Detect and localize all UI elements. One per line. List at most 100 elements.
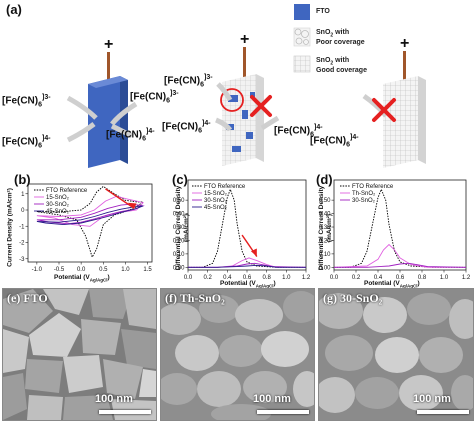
ion-sub: 6 — [346, 141, 351, 149]
series-line-2 — [334, 262, 467, 268]
sem-g-scalebar — [417, 410, 469, 414]
trend-arrow — [105, 188, 135, 209]
y-tick-label: 0.00 — [319, 265, 331, 271]
series-line-0 — [36, 185, 145, 259]
series-line-1 — [36, 195, 144, 227]
ion-label-1-bottom: [Fe(CN)6]4- — [2, 135, 51, 149]
trend-arrowhead — [250, 248, 257, 257]
legend-entry-2: 30-SnO₂ — [46, 202, 70, 208]
ion-charge: ]3- — [170, 90, 179, 97]
ion-arrow-1b — [110, 101, 138, 126]
legend-good-swatch — [293, 55, 311, 73]
panel-d-tag: (d) — [316, 172, 333, 187]
ion-label-1-right: [Fe(CN)6]3- — [130, 90, 179, 104]
y-tick-label: 0.20 — [319, 238, 331, 244]
legend-good-l2: Good coverage — [316, 67, 367, 75]
y-tick-label: 0.10 — [173, 252, 185, 258]
y-tick-label: 0.10 — [319, 252, 331, 258]
sem-panel-f: (f) Th-SnO₂ 100 nm — [160, 288, 315, 421]
ion-text: [Fe(CN) — [106, 129, 143, 141]
plus-sign-2: + — [240, 31, 249, 48]
legend-poor-l1b: with — [333, 29, 350, 36]
legend-entry-0: FTO Reference — [352, 184, 394, 190]
ion-text: [Fe(CN) — [130, 91, 167, 103]
ion-text: [Fe(CN) — [274, 125, 311, 137]
ion-charge: ]4- — [350, 134, 359, 141]
ion-arrow-2a — [216, 82, 233, 102]
xlabel-pre: Potential (V — [220, 280, 256, 287]
x-tick-label: 0.2 — [203, 275, 212, 281]
x-tick-label: 0.6 — [396, 275, 405, 281]
ion-charge: ]4- — [146, 128, 155, 135]
panel-a-schematic: + + + — [66, 4, 426, 168]
ion-text: [Fe(CN) — [162, 121, 199, 133]
ion-charge: ]4- — [42, 135, 51, 142]
wire-1 — [107, 52, 110, 85]
red-cross-2 — [250, 95, 272, 117]
ion-sub: 6 — [198, 127, 203, 135]
fto-electrode: + — [66, 36, 138, 168]
legend-fto-label: FTO — [316, 8, 330, 15]
y-tick-label: 0.00 — [173, 265, 185, 271]
sem-panel-g: (g) 30-SnO₂ 100 nm — [318, 288, 474, 421]
xlabel-post: ) — [273, 280, 276, 287]
ion-charge: ]3- — [42, 94, 51, 101]
trend-arrowhead — [127, 202, 137, 209]
x-tick-label: 1.2 — [302, 275, 310, 281]
legend-poor-l2: Poor coverage — [316, 39, 365, 47]
sem-texture-g — [319, 289, 473, 420]
series-line-0 — [334, 188, 466, 268]
plus-sign-3: + — [400, 35, 409, 52]
y-tick-label: 0.50 — [173, 198, 185, 204]
legend-entry-0: FTO Reference — [204, 184, 246, 190]
xlabel-pre: Potential (V — [364, 280, 400, 287]
ion-text: [Fe(CN) — [310, 135, 347, 147]
ion-arrow-3a — [362, 93, 388, 118]
ion-sub: 6 — [38, 142, 43, 150]
legend-poor-swatch — [293, 27, 311, 47]
series-line-1 — [333, 243, 466, 268]
x-tick-label: 1.0 — [282, 275, 291, 281]
ion-sub: 6 — [200, 81, 205, 89]
xlabel-sub: Ag/AgCl — [255, 283, 274, 289]
highlight-circle — [220, 88, 244, 112]
x-tick-label: 1.0 — [440, 275, 449, 281]
sem-texture-e — [3, 289, 156, 420]
ion-charge: ]3- — [204, 74, 213, 81]
legend-fto-swatch — [294, 4, 310, 20]
legend-good-label: SnO2 with Good coverage — [316, 57, 367, 75]
wire-3 — [403, 51, 406, 85]
ion-label-2-right: [Fe(CN)6]4- — [274, 124, 323, 138]
legend-entry-2: 30-SnO₂ — [352, 198, 376, 204]
sem-g-label: (g) 30-SnO₂ — [323, 291, 383, 305]
sem-g-scale-label: 100 nm — [413, 393, 451, 405]
ion-label-2-left: [Fe(CN)6]4- — [162, 120, 211, 134]
plus-sign-1: + — [104, 36, 113, 53]
x-tick-label: 0.6 — [243, 275, 252, 281]
panel-d-xlabel: Potential (VAg/AgCl) — [364, 280, 420, 288]
ion-arrow-2c — [260, 115, 280, 131]
x-tick-label: 1.2 — [462, 275, 471, 281]
x-tick-label: -1.0 — [32, 267, 43, 273]
xlabel-sub: Ag/AgCl — [89, 277, 108, 283]
legend-entry-1: Th-SnO₂ — [352, 191, 376, 197]
poor-coverage-electrode: + — [215, 31, 280, 166]
legend-poor-l1: SnO — [316, 29, 331, 36]
series-line-3 — [188, 264, 306, 268]
ion-arrow-1a — [66, 95, 98, 120]
x-tick-label: 0.4 — [374, 275, 383, 281]
sem-f-scale-label: 100 nm — [253, 393, 291, 405]
x-tick-label: 0.8 — [418, 275, 427, 281]
ion-text: [Fe(CN) — [2, 136, 39, 148]
legend-entry-3: 45-SnO₂ — [204, 205, 228, 211]
legend-good-l1: SnO — [316, 57, 331, 64]
sem-panel-e: (e) FTO 100 nm — [2, 288, 157, 421]
panel-b-chart: -1.0 -0.5 0.0 0.5 1.0 1.5 1 0 -1 -2 -3 FTO Referenc… — [19, 183, 152, 273]
panel-b-xlabel: Potential (VAg/AgCl) — [54, 274, 110, 282]
x-tick-label: 0.0 — [330, 275, 339, 281]
panel-c-tag: (c) — [172, 172, 188, 187]
legend-entry-2: 30-SnO₂ — [204, 198, 228, 204]
legend-good-l1b: with — [333, 57, 350, 64]
legend-good-sub: 2 — [330, 60, 334, 67]
sem-e-scale-label: 100 nm — [95, 393, 133, 405]
